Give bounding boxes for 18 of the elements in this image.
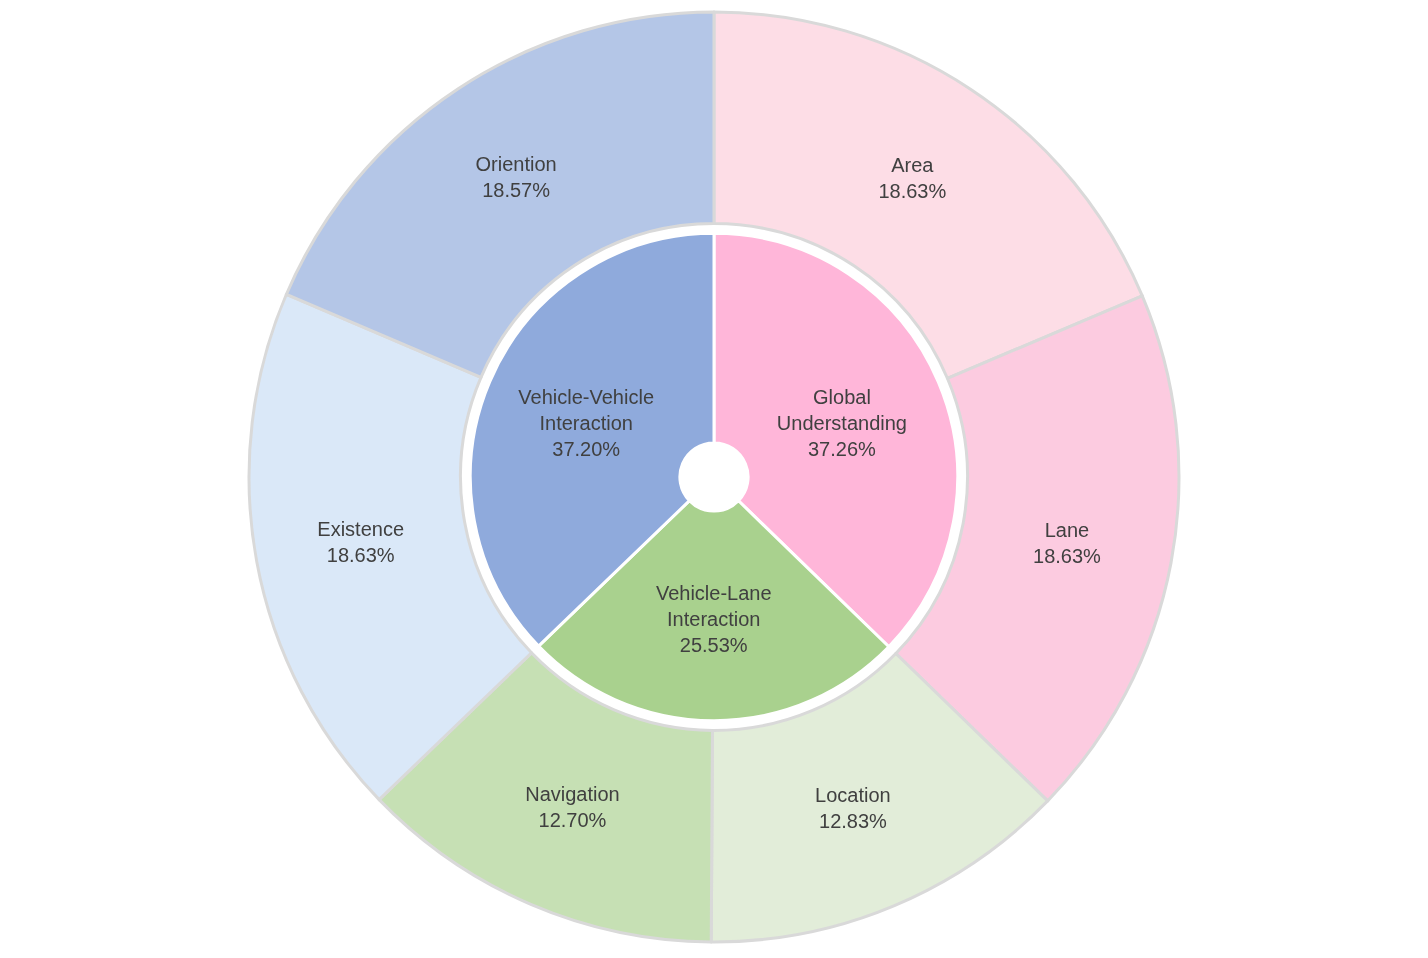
data-label: 37.20% bbox=[552, 437, 621, 460]
data-label: 18.57% bbox=[482, 179, 551, 202]
slice-label: Location bbox=[815, 784, 891, 807]
data-label: 37.26% bbox=[807, 437, 877, 460]
slice-label: Lane bbox=[1044, 519, 1090, 542]
slice-label: Existence bbox=[317, 517, 405, 540]
slice-label: Vehicle-Lane Interaction bbox=[655, 581, 772, 630]
data-label: 18.63% bbox=[1033, 545, 1102, 568]
data-label: 18.63% bbox=[878, 179, 947, 202]
data-label: 12.83% bbox=[819, 810, 888, 833]
slice-label: Oriention bbox=[475, 153, 557, 176]
slice-label: Area bbox=[891, 153, 935, 176]
slice-label: Vehicle-Vehicle Interaction bbox=[518, 385, 655, 434]
data-label: 12.70% bbox=[538, 809, 607, 832]
data-label: 25.53% bbox=[679, 633, 748, 656]
data-label: 18.63% bbox=[326, 543, 395, 566]
slice-label: Global Understanding bbox=[776, 385, 907, 434]
slice-label: Navigation bbox=[525, 783, 620, 806]
